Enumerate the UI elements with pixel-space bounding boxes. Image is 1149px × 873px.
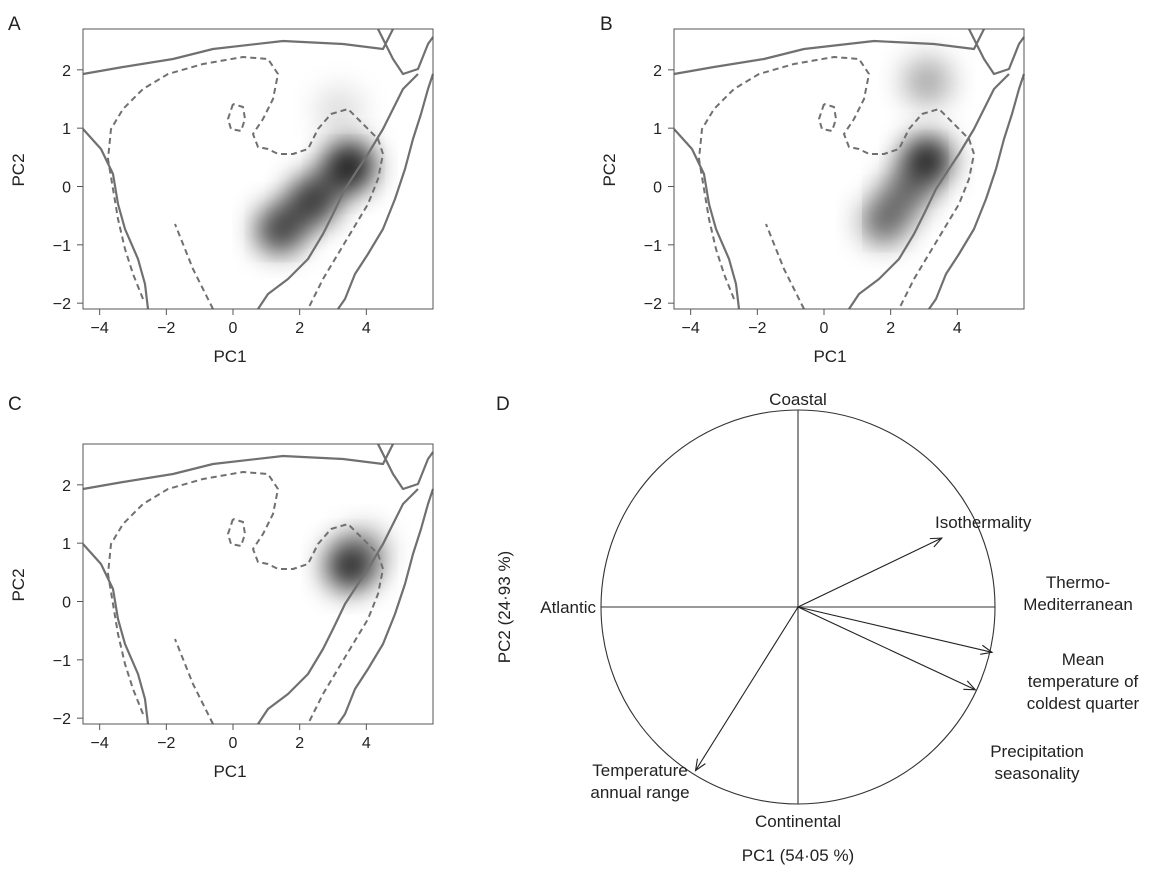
x-tick-label: 4 xyxy=(362,320,371,337)
x-tick-label: −2 xyxy=(157,320,175,337)
y-tick-label: 2 xyxy=(62,63,71,80)
plot-frame xyxy=(82,28,434,310)
axis-end-labels: Coastal Continental Atlantic Thermo-Mediter… xyxy=(540,390,1133,831)
x-tick-label: −4 xyxy=(682,320,700,337)
x-axis-label-b: PC1 xyxy=(813,347,846,366)
density-plot-a: −4 −2 0 2 4 −2 −1 0 1 2 xyxy=(53,28,435,337)
y-axis-label-d: PC2 (24·93 %) xyxy=(495,551,514,663)
y-tick-label: 1 xyxy=(653,121,662,138)
variable-label: Isothermality xyxy=(935,513,1032,532)
niche-boundary-contour xyxy=(82,443,435,725)
arrow-head xyxy=(694,758,706,772)
axis-end-bottom: Continental xyxy=(755,812,841,831)
x-axis-label-a: PC1 xyxy=(213,347,246,366)
y-tick-label: 2 xyxy=(62,478,71,495)
x-tick-label: 4 xyxy=(362,735,371,752)
y-tick-label: −2 xyxy=(53,711,71,728)
loading-arrow xyxy=(797,606,976,691)
loading-arrow xyxy=(695,606,799,771)
variable-label: Mean temperature of coldest quarter xyxy=(1027,650,1140,713)
loading-arrow xyxy=(797,537,943,608)
y-tick-label: −1 xyxy=(53,653,71,670)
panel-c: C −4 −2 0 2 4 −2 −1 0 1 2 PC1 PC2 xyxy=(8,394,435,781)
y-axis-label-b: PC2 xyxy=(600,153,619,186)
x-tick-label: 2 xyxy=(295,735,304,752)
density-layer xyxy=(860,57,952,246)
x-axis-label-c: PC1 xyxy=(213,762,246,781)
y-axis-label-c: PC2 xyxy=(9,568,28,601)
y-tick-label: −2 xyxy=(53,296,71,313)
x-tick-label: 0 xyxy=(820,320,829,337)
variable-label: Temperature annual range xyxy=(590,761,689,802)
x-tick-label: 4 xyxy=(953,320,962,337)
y-tick-label: 1 xyxy=(62,536,71,553)
y-tick-label: −1 xyxy=(53,238,71,255)
y-tick-label: 1 xyxy=(62,121,71,138)
ticks: −4 −2 0 2 4 −2 −1 0 1 2 xyxy=(53,63,371,337)
y-tick-label: 0 xyxy=(62,180,71,197)
y-axis-label-a: PC2 xyxy=(9,153,28,186)
x-tick-label: −4 xyxy=(91,320,109,337)
x-tick-label: 2 xyxy=(295,320,304,337)
loading-arrow xyxy=(797,606,993,653)
density-peak xyxy=(339,527,387,576)
y-tick-label: 0 xyxy=(653,180,662,197)
x-tick-label: −2 xyxy=(748,320,766,337)
panel-letter-c: C xyxy=(8,394,22,415)
density-plot-b: −4 −2 0 2 4 −2 −1 0 1 2 xyxy=(644,28,1026,337)
panel-b: B −4 −2 0 2 4 −2 −1 0 1 2 PC1 PC2 xyxy=(600,14,1026,366)
x-tick-label: 0 xyxy=(229,735,238,752)
panel-letter-a: A xyxy=(8,14,21,35)
density-layer xyxy=(325,527,387,591)
panel-letter-d: D xyxy=(496,394,510,415)
x-axis-label-d: PC1 (54·05 %) xyxy=(742,846,854,865)
panel-a: A −4 −2 0 2 4 −2 −1 0 1 2 PC1 PC2 xyxy=(8,14,435,366)
niche-boundary-contour xyxy=(82,28,435,310)
density-peak xyxy=(903,57,952,106)
density-ridge xyxy=(262,149,367,248)
arrow-head xyxy=(980,644,994,655)
density-peak xyxy=(315,86,364,135)
arrow-head xyxy=(963,680,977,691)
panel-d: D Isothermality Mean temperature of coldest… xyxy=(495,390,1140,865)
environment-contour xyxy=(107,471,384,725)
plot-frame xyxy=(82,443,434,725)
loading-vectors: Isothermality Mean temperature of coldest q… xyxy=(590,513,1139,802)
environment-contour xyxy=(107,56,384,310)
y-tick-label: −2 xyxy=(644,296,662,313)
niche-boundary-contour xyxy=(673,28,1026,310)
axis-end-top: Coastal xyxy=(769,390,827,409)
density-plot-c: −4 −2 0 2 4 −2 −1 0 1 2 xyxy=(53,443,435,752)
density-layer xyxy=(255,86,374,255)
density-ridge xyxy=(867,143,945,239)
x-tick-label: −4 xyxy=(91,735,109,752)
ticks: −4 −2 0 2 4 −2 −1 0 1 2 xyxy=(644,63,962,337)
axis-end-right: Thermo-Mediterranean xyxy=(1023,573,1133,614)
axis-end-left: Atlantic xyxy=(540,598,596,617)
plot-frame xyxy=(673,28,1025,310)
y-tick-label: 2 xyxy=(653,63,662,80)
x-tick-label: −2 xyxy=(157,735,175,752)
arrow-head xyxy=(929,537,944,548)
y-tick-label: −1 xyxy=(644,238,662,255)
x-tick-label: 0 xyxy=(229,320,238,337)
x-tick-label: 2 xyxy=(886,320,895,337)
panel-letter-b: B xyxy=(600,14,613,35)
variable-label: Precipitation seasonality xyxy=(990,742,1084,783)
ticks: −4 −2 0 2 4 −2 −1 0 1 2 xyxy=(53,478,371,752)
y-tick-label: 0 xyxy=(62,595,71,612)
environment-contour xyxy=(698,56,975,310)
